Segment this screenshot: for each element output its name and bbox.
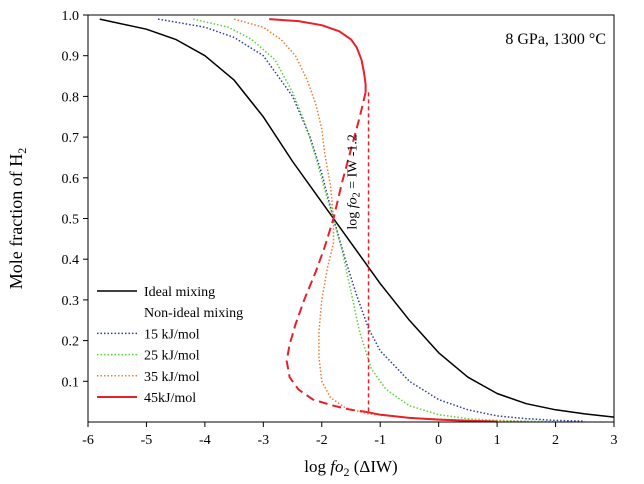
plot-lines (99, 18, 615, 423)
x-tick-label: 3 (611, 433, 618, 448)
vline-label: log fo2 = IW -1.2 (346, 134, 363, 229)
y-axis-title: Mole fraction of H2 (6, 148, 29, 289)
x-axis-title-italic: fo (330, 457, 343, 476)
vline-label-sub: 2 (352, 192, 363, 197)
y-tick-label: 0.4 (62, 253, 80, 268)
series-line (99, 18, 615, 418)
legend-label: Ideal mixing (144, 285, 215, 300)
vline-label-italic: fo (346, 197, 361, 208)
x-tick-label: -6 (82, 433, 94, 448)
y-tick-label: 0.5 (62, 213, 80, 228)
series-line (233, 18, 527, 423)
legend: Ideal mixing Non-ideal mixing 15 kJ/mol 25 … (97, 285, 243, 406)
vline-label-prefix: log (346, 208, 361, 229)
x-tick-label: -3 (257, 433, 269, 448)
y-tick-label: 0.6 (62, 172, 80, 187)
x-axis-title-prefix: log (304, 457, 330, 476)
x-tick-label: 2 (552, 433, 559, 448)
y-axis: 0.1 0.2 0.3 0.4 0.5 0.6 0.7 0.8 0.9 1.0 (62, 9, 88, 390)
y-tick-label: 1.0 (62, 9, 80, 24)
x-axis-title: log fo2 (ΔIW) (304, 457, 397, 479)
y-tick-label: 0.8 (62, 90, 80, 105)
y-tick-label: 0.1 (62, 375, 80, 390)
x-tick-label: -5 (141, 433, 153, 448)
series-line (365, 410, 498, 423)
legend-heading: Non-ideal mixing (144, 306, 243, 321)
x-tick-label: 1 (494, 433, 501, 448)
legend-label: 45kJ/mol (144, 391, 196, 406)
y-axis-title-sub: 2 (15, 148, 29, 154)
condition-label: 8 GPa, 1300 °C (505, 31, 606, 48)
x-tick-label: -1 (374, 433, 386, 448)
series-line (285, 92, 367, 413)
y-tick-label: 0.9 (62, 50, 80, 65)
legend-label: 15 kJ/mol (144, 327, 200, 342)
x-tick-label: 0 (435, 433, 442, 448)
series-line (193, 18, 556, 423)
x-axis-title-suffix: (ΔIW) (350, 457, 398, 476)
y-tick-label: 0.7 (62, 131, 80, 146)
x-tick-label: -2 (316, 433, 328, 448)
legend-label: 35 kJ/mol (144, 370, 200, 385)
series-line (269, 18, 367, 93)
vline-label-suffix: = IW -1.2 (346, 134, 361, 192)
x-axis-title-sub: 2 (344, 465, 350, 479)
y-tick-label: 0.2 (62, 335, 80, 350)
x-axis: -6 -5 -4 -3 -2 -1 0 1 2 3 (82, 422, 618, 448)
legend-label: 25 kJ/mol (144, 349, 200, 364)
series-line (157, 18, 585, 422)
y-tick-label: 0.3 (62, 294, 80, 309)
y-axis-title-prefix: Mole fraction of H (6, 154, 26, 289)
x-tick-label: -4 (199, 433, 211, 448)
